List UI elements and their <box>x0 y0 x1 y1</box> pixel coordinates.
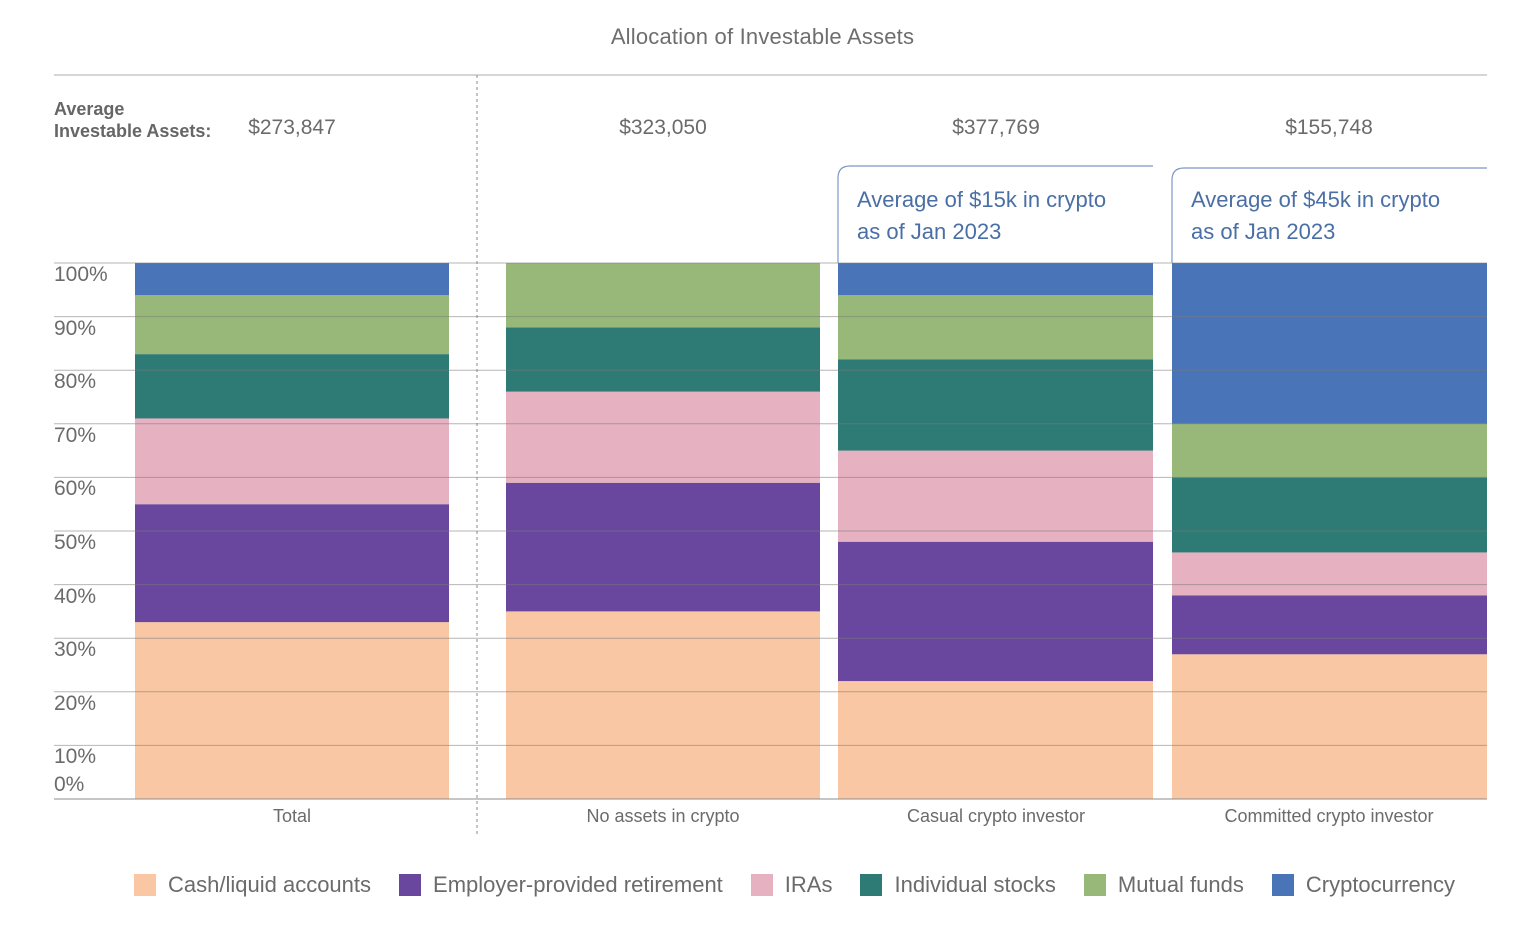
bar-1-cash-liquid-accounts <box>506 611 820 799</box>
legend-swatch <box>860 874 883 896</box>
legend-swatch <box>399 874 422 896</box>
callout-bracket-0 <box>837 165 1153 263</box>
bar-2-individual-stocks <box>838 359 1153 451</box>
category-label-committed: Committed crypto investor <box>1224 806 1434 826</box>
average-value-casual: $377,769 <box>952 116 1040 139</box>
y-tick-label-80: 80% <box>54 370 97 394</box>
legend-item-individual-stocks: Individual stocks <box>860 872 1056 898</box>
legend-label: Mutual funds <box>1117 872 1244 897</box>
bar-2-cryptocurrency <box>838 263 1153 296</box>
bar-3-cash-liquid-accounts <box>1172 654 1487 799</box>
bar-3-iras <box>1172 552 1487 596</box>
y-tick-label-0: 0% <box>54 773 85 796</box>
legend-label: Cash/liquid accounts <box>168 872 372 897</box>
legend-label: Employer-provided retirement <box>433 872 723 897</box>
y-tick-label-20: 20% <box>54 691 97 715</box>
legend-label: Cryptocurrency <box>1305 872 1456 897</box>
bar-3-mutual-funds <box>1172 423 1487 478</box>
callout-casual-line1: Average of $15k in crypto <box>857 187 1107 212</box>
legend-swatch <box>1271 874 1294 896</box>
bar-2-employer-provided-retirement <box>838 541 1153 682</box>
bar-2-mutual-funds <box>838 295 1153 360</box>
legend-item-employer-provided-retirement: Employer-provided retirement <box>399 872 723 898</box>
y-tick-label-90: 90% <box>54 316 97 340</box>
bar-2-cash-liquid-accounts <box>838 681 1153 799</box>
average-investable-assets-label: Average Investable Assets: <box>54 98 211 142</box>
bar-0-individual-stocks <box>135 354 449 419</box>
chart-title: Allocation of Investable Assets <box>610 24 915 49</box>
callout-committed-line2: as of Jan 2023 <box>1191 219 1336 244</box>
bar-0-employer-provided-retirement <box>135 504 449 623</box>
legend-item-cash-liquid-accounts: Cash/liquid accounts <box>134 872 371 898</box>
bar-0-iras <box>135 418 449 505</box>
bar-2-iras <box>838 450 1153 542</box>
bar-1-individual-stocks <box>506 327 820 392</box>
bar-1-mutual-funds <box>506 263 820 328</box>
bar-3-cryptocurrency <box>1172 263 1487 424</box>
y-tick-label-40: 40% <box>54 584 97 608</box>
legend-swatch <box>750 874 773 896</box>
average-value-committed: $155,748 <box>1285 116 1373 139</box>
average-label-line2: Investable Assets: <box>54 121 212 141</box>
y-tick-label-60: 60% <box>54 477 97 501</box>
y-tick-label-70: 70% <box>54 423 97 447</box>
category-label-casual: Casual crypto investor <box>906 806 1086 826</box>
callout-casual-line2: as of Jan 2023 <box>857 219 1002 244</box>
y-tick-label-30: 30% <box>54 638 97 662</box>
category-label-no-crypto: No assets in crypto <box>586 806 740 826</box>
legend-label: IRAs <box>784 872 833 897</box>
y-tick-label-50: 50% <box>54 531 97 554</box>
y-tick-label-100: 100% <box>54 263 108 286</box>
bar-0-cryptocurrency <box>135 263 449 296</box>
bar-1-employer-provided-retirement <box>506 482 820 612</box>
average-value-total: $273,847 <box>248 116 336 139</box>
bar-1-iras <box>506 391 820 483</box>
bar-0-cash-liquid-accounts <box>135 622 449 799</box>
legend-item-cryptocurrency: Cryptocurrency <box>1271 872 1456 898</box>
category-label-total: Total <box>272 806 312 826</box>
callout-committed: Average of $45k in crypto as of Jan 2023 <box>1191 184 1440 248</box>
legend-label: Individual stocks <box>894 872 1056 897</box>
callout-bracket-1 <box>1171 167 1487 263</box>
y-tick-label-10: 10% <box>54 745 97 769</box>
chart-legend: Cash/liquid accounts Employer-provided re… <box>134 872 1483 898</box>
bar-3-individual-stocks <box>1172 477 1487 553</box>
legend-item-iras: IRAs <box>750 872 833 898</box>
legend-swatch <box>1083 874 1106 896</box>
legend-swatch <box>134 874 156 896</box>
callout-casual: Average of $15k in crypto as of Jan 2023 <box>857 184 1106 248</box>
callout-committed-line1: Average of $45k in crypto <box>1191 187 1441 212</box>
bar-3-employer-provided-retirement <box>1172 595 1487 655</box>
average-value-no-crypto: $323,050 <box>619 116 707 139</box>
bar-0-mutual-funds <box>135 295 449 355</box>
average-label-line1: Average <box>54 99 125 119</box>
legend-item-mutual-funds: Mutual funds <box>1083 872 1244 898</box>
